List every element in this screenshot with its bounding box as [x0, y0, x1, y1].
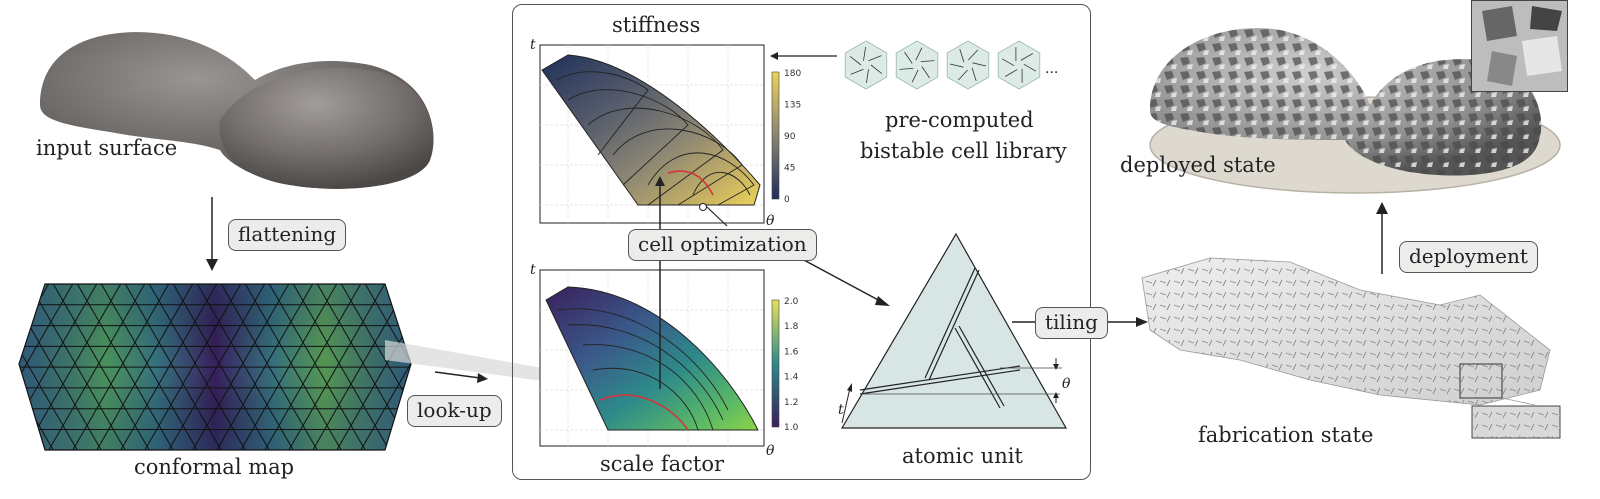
library-label-line2: bistable cell library — [860, 139, 1067, 163]
colorbar-tick-label: 135 — [784, 101, 801, 111]
stiffness-axis-t: t — [530, 37, 536, 53]
arrow-down-flattening — [206, 197, 218, 271]
cell-optimization-tag: cell optimization — [628, 229, 817, 261]
colorbar-tick-label: 90 — [784, 132, 796, 142]
atomic-axis-t: t — [838, 402, 844, 418]
input-surface-label: input surface — [36, 136, 178, 160]
colorbar-tick-label: 1.2 — [784, 398, 798, 408]
tiling-arrow — [1012, 317, 1148, 327]
bistable-cell-library: ... — [844, 40, 1058, 90]
library-label-line1: pre-computed — [885, 108, 1034, 132]
deployed-detail-inset — [1471, 0, 1568, 92]
tiling-tag: tiling — [1035, 307, 1108, 339]
conformal-map — [18, 283, 412, 451]
bistable-cell-icon — [895, 40, 939, 90]
scale-factor-plot: t θ 2.0 1.8 1.6 1.4 1.2 1.0 — [530, 262, 799, 455]
stiffness-label: stiffness — [612, 13, 701, 37]
bistable-cell-icon — [946, 40, 990, 90]
panel-arrows — [655, 52, 890, 389]
colorbar-tick-label: 2.0 — [784, 297, 799, 307]
conformal-map-label: conformal map — [134, 455, 295, 479]
scale-axis-theta: θ — [766, 443, 775, 455]
scale-axis-t: t — [530, 262, 536, 278]
atomic-unit-label: atomic unit — [902, 444, 1023, 468]
scale-factor-label: scale factor — [600, 452, 725, 476]
deployment-tag: deployment — [1399, 241, 1538, 273]
central-panel — [512, 4, 1091, 480]
colorbar-tick-label: 1.4 — [784, 373, 799, 383]
input-surface-render — [40, 32, 434, 189]
atomic-unit-diagram: t θ — [838, 232, 1070, 429]
colorbar-tick-label: 1.0 — [784, 423, 799, 433]
deployment-arrow — [1376, 202, 1388, 274]
colorbar-tick-label: 0 — [784, 195, 790, 205]
fabrication-state-label: fabrication state — [1198, 423, 1374, 447]
colorbar-tick-label: 1.6 — [784, 347, 799, 357]
colorbar-tick-label: 45 — [784, 164, 795, 174]
deployed-state-render — [1149, 28, 1561, 194]
look-up-tag: look-up — [407, 395, 502, 427]
bistable-cell-icon — [844, 40, 888, 90]
library-ellipsis: ... — [1045, 61, 1058, 77]
stiffness-plot: t θ 180 135 90 45 0 — [530, 37, 801, 229]
colorbar-tick-label: 1.8 — [784, 322, 799, 332]
deployed-state-label: deployed state — [1120, 153, 1276, 177]
stiffness-axis-theta: θ — [766, 213, 775, 229]
fabrication-state-render — [1141, 257, 1561, 439]
bistable-cell-icon — [997, 40, 1041, 90]
colorbar-tick-label: 180 — [784, 69, 801, 79]
flattening-tag: flattening — [228, 219, 347, 251]
atomic-axis-theta: θ — [1062, 376, 1070, 392]
